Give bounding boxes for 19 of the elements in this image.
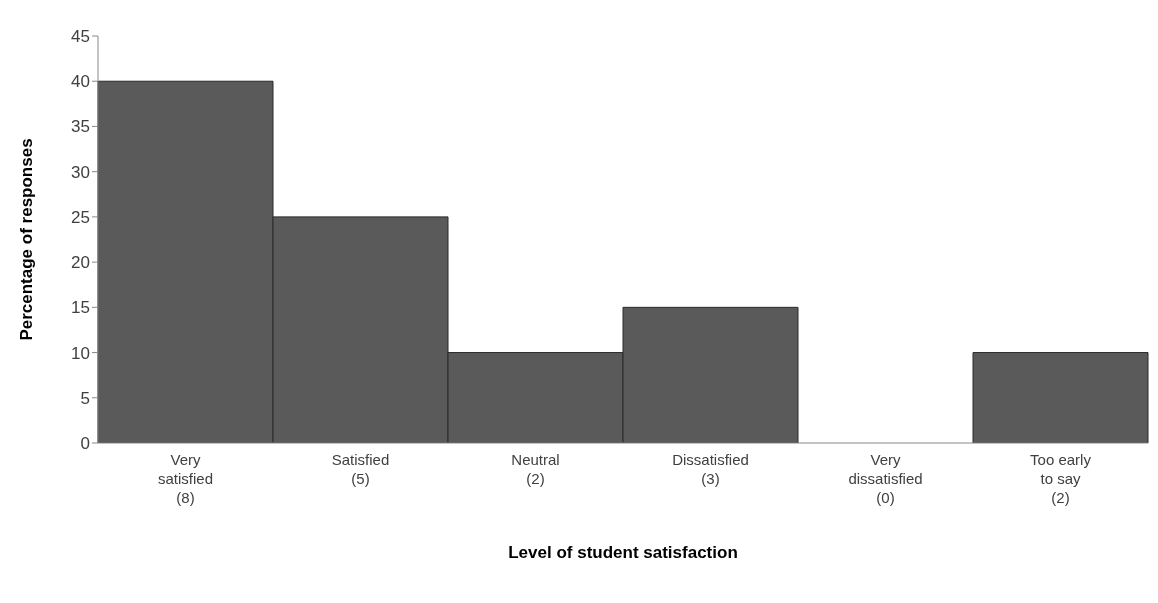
x-tick-label: Too early to say (2) [1030,451,1092,506]
y-tick-label: 30 [71,162,90,182]
x-axis-title: Level of student satisfaction [508,543,738,562]
y-axis-title: Percentage of responses [17,138,37,341]
y-tick-label: 45 [71,27,90,47]
y-tick-label: 40 [71,72,90,92]
y-tick-label: 0 [80,434,90,454]
x-tick-label: Dissatisfied (3) [672,451,749,487]
y-tick-label: 10 [71,343,90,363]
y-tick-label: 5 [80,388,90,408]
y-tick-label: 15 [71,298,90,318]
y-tick-label: 35 [71,117,90,137]
y-tick-label: 25 [71,207,90,227]
x-tick-label: Very satisfied (8) [157,451,214,506]
x-tick-label: Very dissatisfied (0) [848,451,923,506]
x-tick-label: Neutral (2) [511,451,560,487]
x-tick-label: Satisfied (5) [331,451,390,487]
bar [972,352,1149,443]
y-tick-label: 20 [71,253,90,273]
